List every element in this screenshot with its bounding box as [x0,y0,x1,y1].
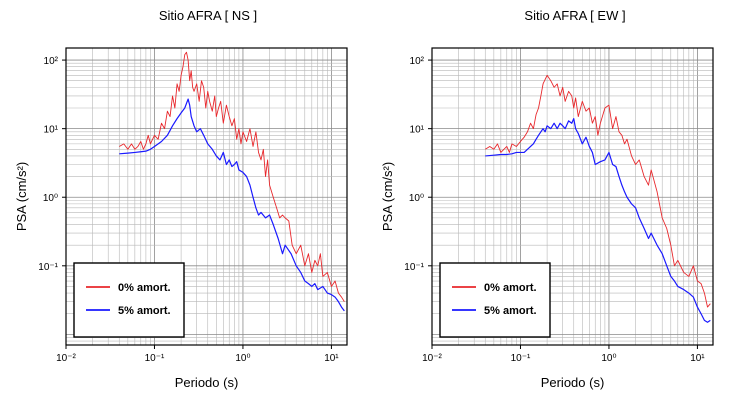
chart-panel-ns: Sitio AFRA [ NS ] 10⁻² 10⁻¹ 10⁰ 10¹ 10⁻¹ 10⁰ 10… [14,8,348,390]
y-tick-label: 10² [44,56,59,67]
legend-label: 0% amort. [118,282,171,294]
series-line-0pct [485,74,711,308]
legend-label: 5% amort. [118,305,171,317]
series-line-5pct [119,98,345,312]
y-axis-label: PSA (cm/s²) [14,162,29,231]
legend-box [73,262,185,338]
y-tick-label: 10¹ [44,125,59,136]
x-tick-label: 10¹ [690,353,705,364]
x-tick-label: 10¹ [324,353,339,364]
x-tick-label: 10⁻² [56,353,76,364]
y-tick-label: 10⁻¹ [38,262,58,273]
y-tick-label: 10⁻¹ [404,262,424,273]
y-tick-label: 10¹ [410,125,425,136]
y-tick-label: 10⁰ [409,193,424,204]
series-line-0pct [119,51,345,302]
x-tick-label: 10⁻¹ [145,353,165,364]
y-tick-label: 10² [410,56,425,67]
legend-label: 0% amort. [484,282,537,294]
chart-panel-ew: Sitio AFRA [ EW ] 10⁻² 10⁻¹ 10⁰ 10¹ 10⁻¹ 10⁰ 10… [380,8,714,390]
legend: 0% amort. 5% amort. [73,262,185,338]
plot-frame [65,47,348,346]
series-line-5pct [485,118,711,323]
y-axis-label: PSA (cm/s²) [380,162,395,231]
chart-title: Sitio AFRA [ EW ] [524,8,625,23]
legend-label: 5% amort. [484,305,537,317]
x-tick-label: 10⁻² [422,353,442,364]
x-tick-label: 10⁰ [601,353,616,364]
legend: 0% amort. 5% amort. [439,262,551,338]
plot-frame [431,47,714,346]
y-tick-label: 10⁰ [43,193,58,204]
x-axis-label: Periodo (s) [175,375,239,390]
x-axis-label: Periodo (s) [541,375,605,390]
chart-title: Sitio AFRA [ NS ] [159,8,257,23]
x-tick-label: 10⁰ [235,353,250,364]
x-tick-label: 10⁻¹ [511,353,531,364]
legend-box [439,262,551,338]
